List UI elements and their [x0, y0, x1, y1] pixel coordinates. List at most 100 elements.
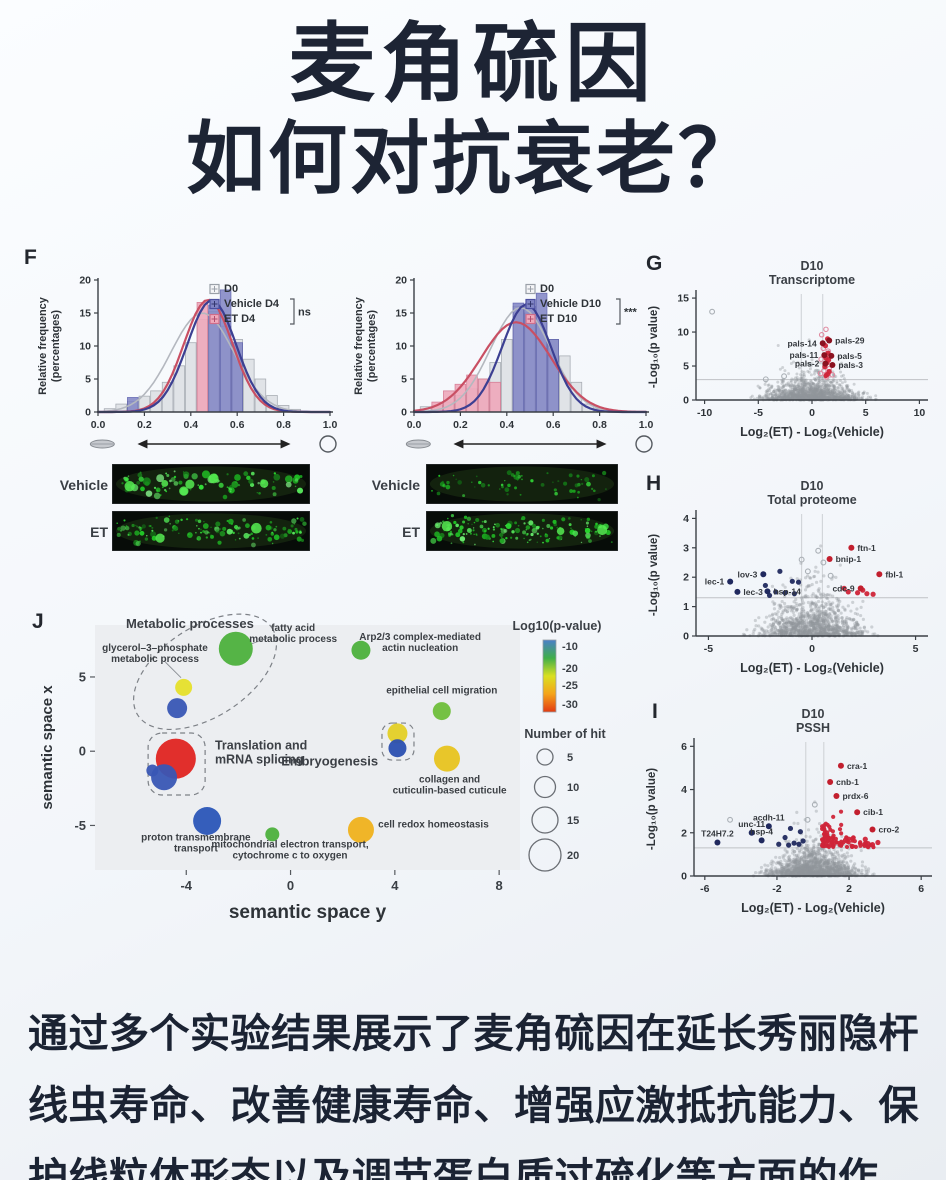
svg-text:acdh-11: acdh-11 [753, 812, 785, 822]
svg-text:15: 15 [395, 308, 407, 320]
svg-text:2: 2 [681, 827, 687, 839]
svg-text:cib-1: cib-1 [863, 807, 883, 817]
micrograph-et-d10-image [426, 511, 618, 551]
svg-text:-Log₁₀(p value): -Log₁₀(p value) [648, 306, 660, 388]
svg-text:0: 0 [85, 407, 91, 419]
svg-text:cro-2: cro-2 [879, 825, 900, 835]
micrograph-et-d4-image [112, 511, 310, 551]
panel-label-H: H [646, 472, 662, 495]
svg-text:Log10(p-value): Log10(p-value) [513, 619, 602, 633]
svg-text:D0: D0 [540, 283, 554, 295]
svg-text:4: 4 [683, 513, 689, 525]
svg-text:-Log₁₀(p value): -Log₁₀(p value) [648, 534, 660, 616]
svg-text:cra-1: cra-1 [847, 761, 868, 771]
svg-text:pals-5: pals-5 [837, 351, 862, 361]
svg-text:actin nucleation: actin nucleation [382, 643, 458, 654]
micrograph-vehicle-d4-image [112, 464, 310, 504]
svg-text:Translation and: Translation and [215, 739, 307, 753]
svg-text:-20: -20 [562, 663, 578, 675]
svg-text:0.0: 0.0 [91, 419, 106, 431]
svg-text:2: 2 [846, 883, 852, 895]
svg-text:(percentages): (percentages) [50, 310, 62, 382]
svg-text:Metabolic processes: Metabolic processes [126, 616, 254, 631]
histogram-d10-chart: 0 5 10 15 20 0.0 0.2 0.4 0.6 0.8 1.0 Relative frequ… [353, 275, 653, 453]
svg-text:Relative frequency: Relative frequency [353, 296, 365, 395]
go-enrichment-bubble-chart: 5 0 -5 -4 0 4 8 semantic space y semantic space … [39, 613, 606, 923]
svg-text:metabolic process: metabolic process [111, 654, 199, 665]
svg-text:3: 3 [683, 542, 689, 554]
svg-text:pals-11: pals-11 [790, 350, 819, 360]
svg-text:D0: D0 [224, 283, 238, 295]
svg-text:transport: transport [174, 843, 219, 854]
svg-text:10: 10 [677, 327, 689, 339]
svg-text:(percentages): (percentages) [366, 310, 378, 382]
svg-text:Number of hit: Number of hit [524, 727, 606, 741]
svg-text:Log₂(ET) - Log₂(Vehicle): Log₂(ET) - Log₂(Vehicle) [740, 661, 884, 675]
panel-label-I: I [652, 700, 658, 723]
svg-text:fbl-1: fbl-1 [885, 569, 903, 579]
svg-text:5: 5 [79, 669, 86, 684]
svg-text:hsp-4: hsp-4 [750, 826, 773, 836]
svg-text:0.8: 0.8 [276, 419, 291, 431]
micrograph-vehicle-d10-image [426, 464, 618, 504]
svg-text:metabolic process: metabolic process [249, 634, 337, 645]
svg-text:10: 10 [567, 782, 579, 794]
svg-text:D10: D10 [801, 479, 824, 493]
micrograph-label-vehicle-d10: Vehicle [371, 477, 420, 493]
svg-text:fatty acid: fatty acid [271, 623, 315, 634]
svg-text:mitochondrial electron transpo: mitochondrial electron transport, [211, 840, 368, 851]
svg-text:15: 15 [677, 293, 689, 305]
svg-text:-25: -25 [562, 680, 578, 692]
summary-text: 通过多个实验结果展示了麦角硫因在延长秀丽隐杆线虫寿命、改善健康寿命、增强应激抵抗… [28, 1012, 919, 1180]
svg-text:0.2: 0.2 [453, 419, 468, 431]
svg-text:10: 10 [914, 407, 926, 419]
svg-text:0: 0 [401, 407, 407, 419]
svg-text:8: 8 [496, 878, 503, 893]
svg-text:5: 5 [683, 361, 689, 373]
svg-text:ftn-1: ftn-1 [857, 543, 876, 553]
panel-label-J: J [32, 610, 44, 633]
svg-text:20: 20 [395, 275, 407, 287]
svg-text:prdx-6: prdx-6 [842, 791, 868, 801]
svg-text:0: 0 [681, 871, 687, 883]
svg-text:cytochrome c to oxygen: cytochrome c to oxygen [233, 851, 348, 862]
svg-text:PSSH: PSSH [796, 721, 830, 735]
svg-text:-4: -4 [180, 878, 192, 893]
svg-text:pals-3: pals-3 [838, 360, 863, 370]
svg-text:Log₂(ET) - Log₂(Vehicle): Log₂(ET) - Log₂(Vehicle) [740, 425, 884, 439]
svg-text:bnip-1: bnip-1 [836, 554, 862, 564]
svg-text:0: 0 [683, 395, 689, 407]
svg-text:cdc-9: cdc-9 [832, 583, 854, 593]
svg-text:0: 0 [287, 878, 294, 893]
svg-text:hsp-14: hsp-14 [773, 586, 801, 596]
svg-text:cell redox homeostasis: cell redox homeostasis [378, 820, 489, 831]
svg-text:-30: -30 [562, 699, 578, 711]
svg-text:Transcriptome: Transcriptome [769, 273, 855, 287]
svg-text:10: 10 [79, 341, 91, 353]
svg-text:Log₂(ET) - Log₂(Vehicle): Log₂(ET) - Log₂(Vehicle) [741, 901, 885, 915]
svg-text:0.4: 0.4 [499, 419, 514, 431]
svg-text:***: *** [624, 307, 638, 319]
svg-text:Vehicle D4: Vehicle D4 [224, 298, 280, 310]
svg-text:0.8: 0.8 [592, 419, 607, 431]
svg-text:0.6: 0.6 [230, 419, 245, 431]
svg-text:2: 2 [683, 572, 689, 584]
svg-text:5: 5 [85, 374, 91, 386]
svg-text:ET D10: ET D10 [540, 313, 577, 325]
svg-text:0.6: 0.6 [546, 419, 561, 431]
svg-text:T24H7.2: T24H7.2 [701, 829, 734, 839]
svg-text:4: 4 [391, 878, 399, 893]
svg-text:20: 20 [567, 850, 579, 862]
svg-text:-10: -10 [562, 641, 578, 653]
svg-text:-2: -2 [772, 883, 781, 895]
title-line-2: 如何对抗衰老？ [186, 114, 760, 204]
svg-text:0: 0 [79, 744, 86, 759]
svg-text:pals-29: pals-29 [835, 336, 865, 346]
title-line-1: 麦角硫因 [289, 16, 657, 112]
svg-text:-Log₁₀(p value): -Log₁₀(p value) [646, 768, 658, 850]
svg-text:0.0: 0.0 [407, 419, 422, 431]
svg-text:Vehicle D10: Vehicle D10 [540, 298, 601, 310]
